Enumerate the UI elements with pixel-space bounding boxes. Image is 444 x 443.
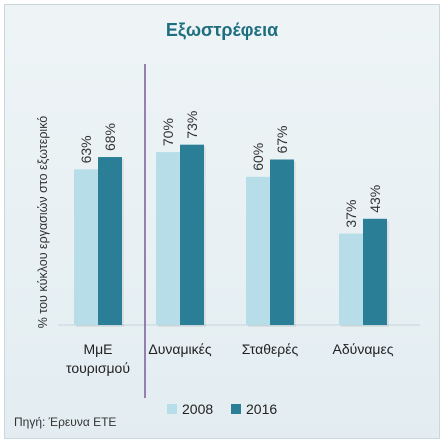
category-label: Σταθερές (242, 341, 299, 357)
source-note: Πηγή: Έρευνα ΕΤΕ (14, 415, 116, 429)
bar-2016-2 (270, 159, 294, 325)
bar-2008-3 (339, 233, 363, 325)
data-label-2008-1: 70% (160, 118, 176, 146)
legend-swatch-2016 (231, 404, 241, 414)
data-label-2008-3: 37% (343, 200, 359, 228)
category-label: τουρισμού (66, 360, 130, 376)
data-label-2008-0: 63% (78, 135, 94, 163)
category-label: Αδύναμες (333, 341, 394, 357)
category-label: Δυναμικές (148, 341, 212, 357)
plot-area: 63% 68% ΜμΕ τουρισμού 70% 73% Δυναμικές 60% 67% Σ… (58, 64, 420, 398)
data-label-2016-0: 68% (102, 123, 118, 151)
y-axis-label: % του κύκλου εργασιών στο εξωτερικό (36, 116, 50, 329)
data-label-2008-2: 60% (250, 143, 266, 171)
bar-2016-0 (98, 157, 122, 325)
chart-title: Εξωστρέφεια (166, 20, 278, 41)
category-label: ΜμΕ (83, 341, 112, 357)
data-label-2016-3: 43% (367, 185, 383, 213)
legend-swatch-2008 (167, 404, 177, 414)
bar-2016-3 (363, 218, 387, 325)
legend-label-2008: 2008 (182, 401, 213, 417)
legend-label-2016: 2016 (246, 401, 277, 417)
bar-2008-0 (74, 169, 98, 325)
bar-2016-1 (180, 144, 204, 325)
data-label-2016-2: 67% (274, 125, 290, 153)
bar-2008-1 (156, 152, 180, 325)
legend: 2008 2016 (167, 401, 277, 417)
data-label-2016-1: 73% (184, 111, 200, 139)
bar-2008-2 (246, 176, 270, 325)
